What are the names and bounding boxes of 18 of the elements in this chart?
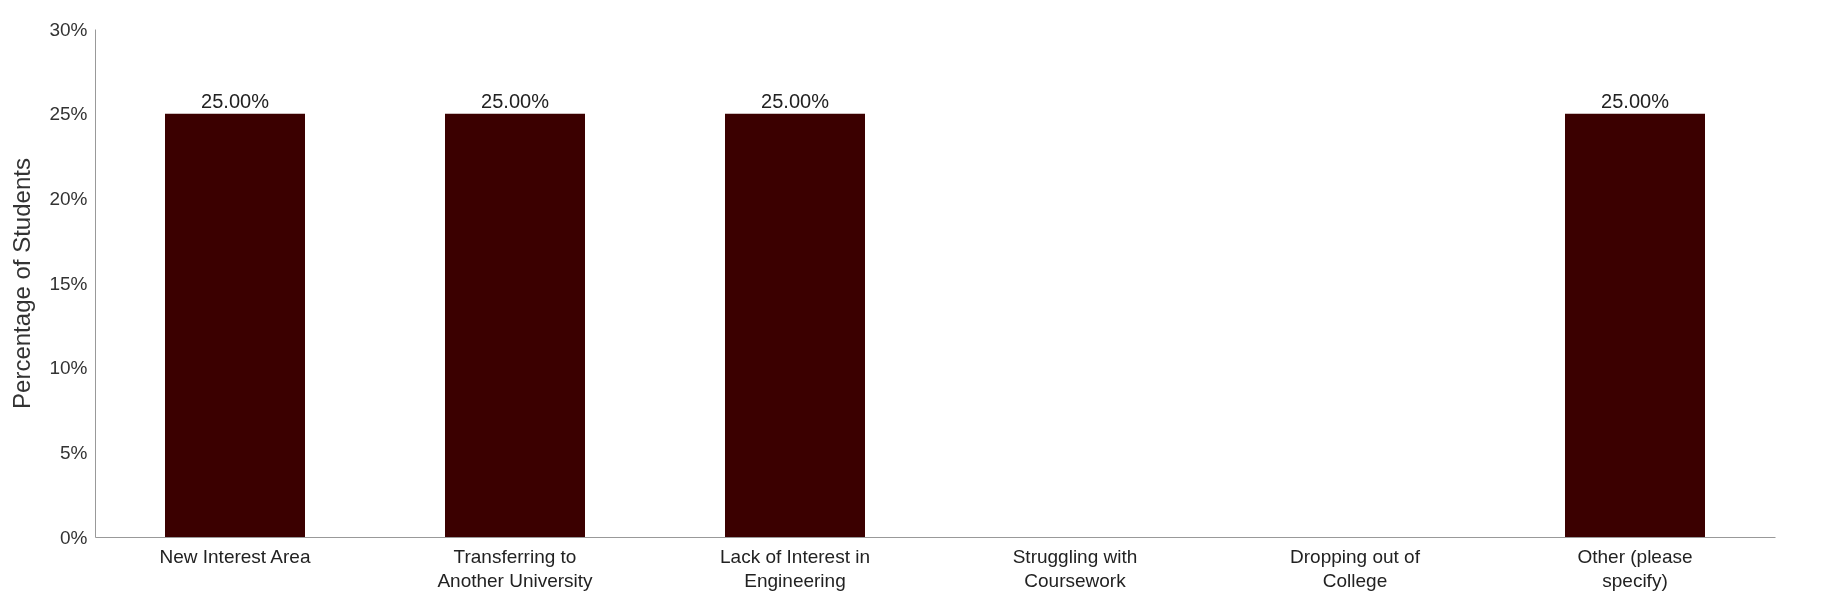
- x-tick-label: Transferring to Another University: [437, 545, 594, 591]
- y-tick-label: 5%: [60, 441, 88, 463]
- data-label: 25.00%: [481, 89, 550, 112]
- y-tick-label: 10%: [49, 357, 88, 379]
- x-tick-label: Lack of Interest in Engineering: [720, 545, 870, 591]
- x-tick-label: New Interest Area: [159, 545, 311, 567]
- y-tick-label: 15%: [49, 272, 88, 294]
- x-tick-label: Struggling with Coursework: [1012, 545, 1138, 591]
- x-tick-label: Other (please specify): [1577, 545, 1693, 591]
- data-label: 25.00%: [1601, 89, 1670, 112]
- y-axis-title: Percentage of Students: [8, 158, 36, 409]
- data-label: 25.00%: [761, 89, 830, 112]
- y-tick-label: 30%: [49, 18, 88, 40]
- x-tick-label: Dropping out of College: [1290, 545, 1421, 591]
- y-tick-label: 0%: [60, 526, 88, 548]
- y-tick-label: 20%: [49, 187, 88, 209]
- data-label: 25.00%: [201, 89, 270, 112]
- y-tick-label: 25%: [49, 103, 88, 125]
